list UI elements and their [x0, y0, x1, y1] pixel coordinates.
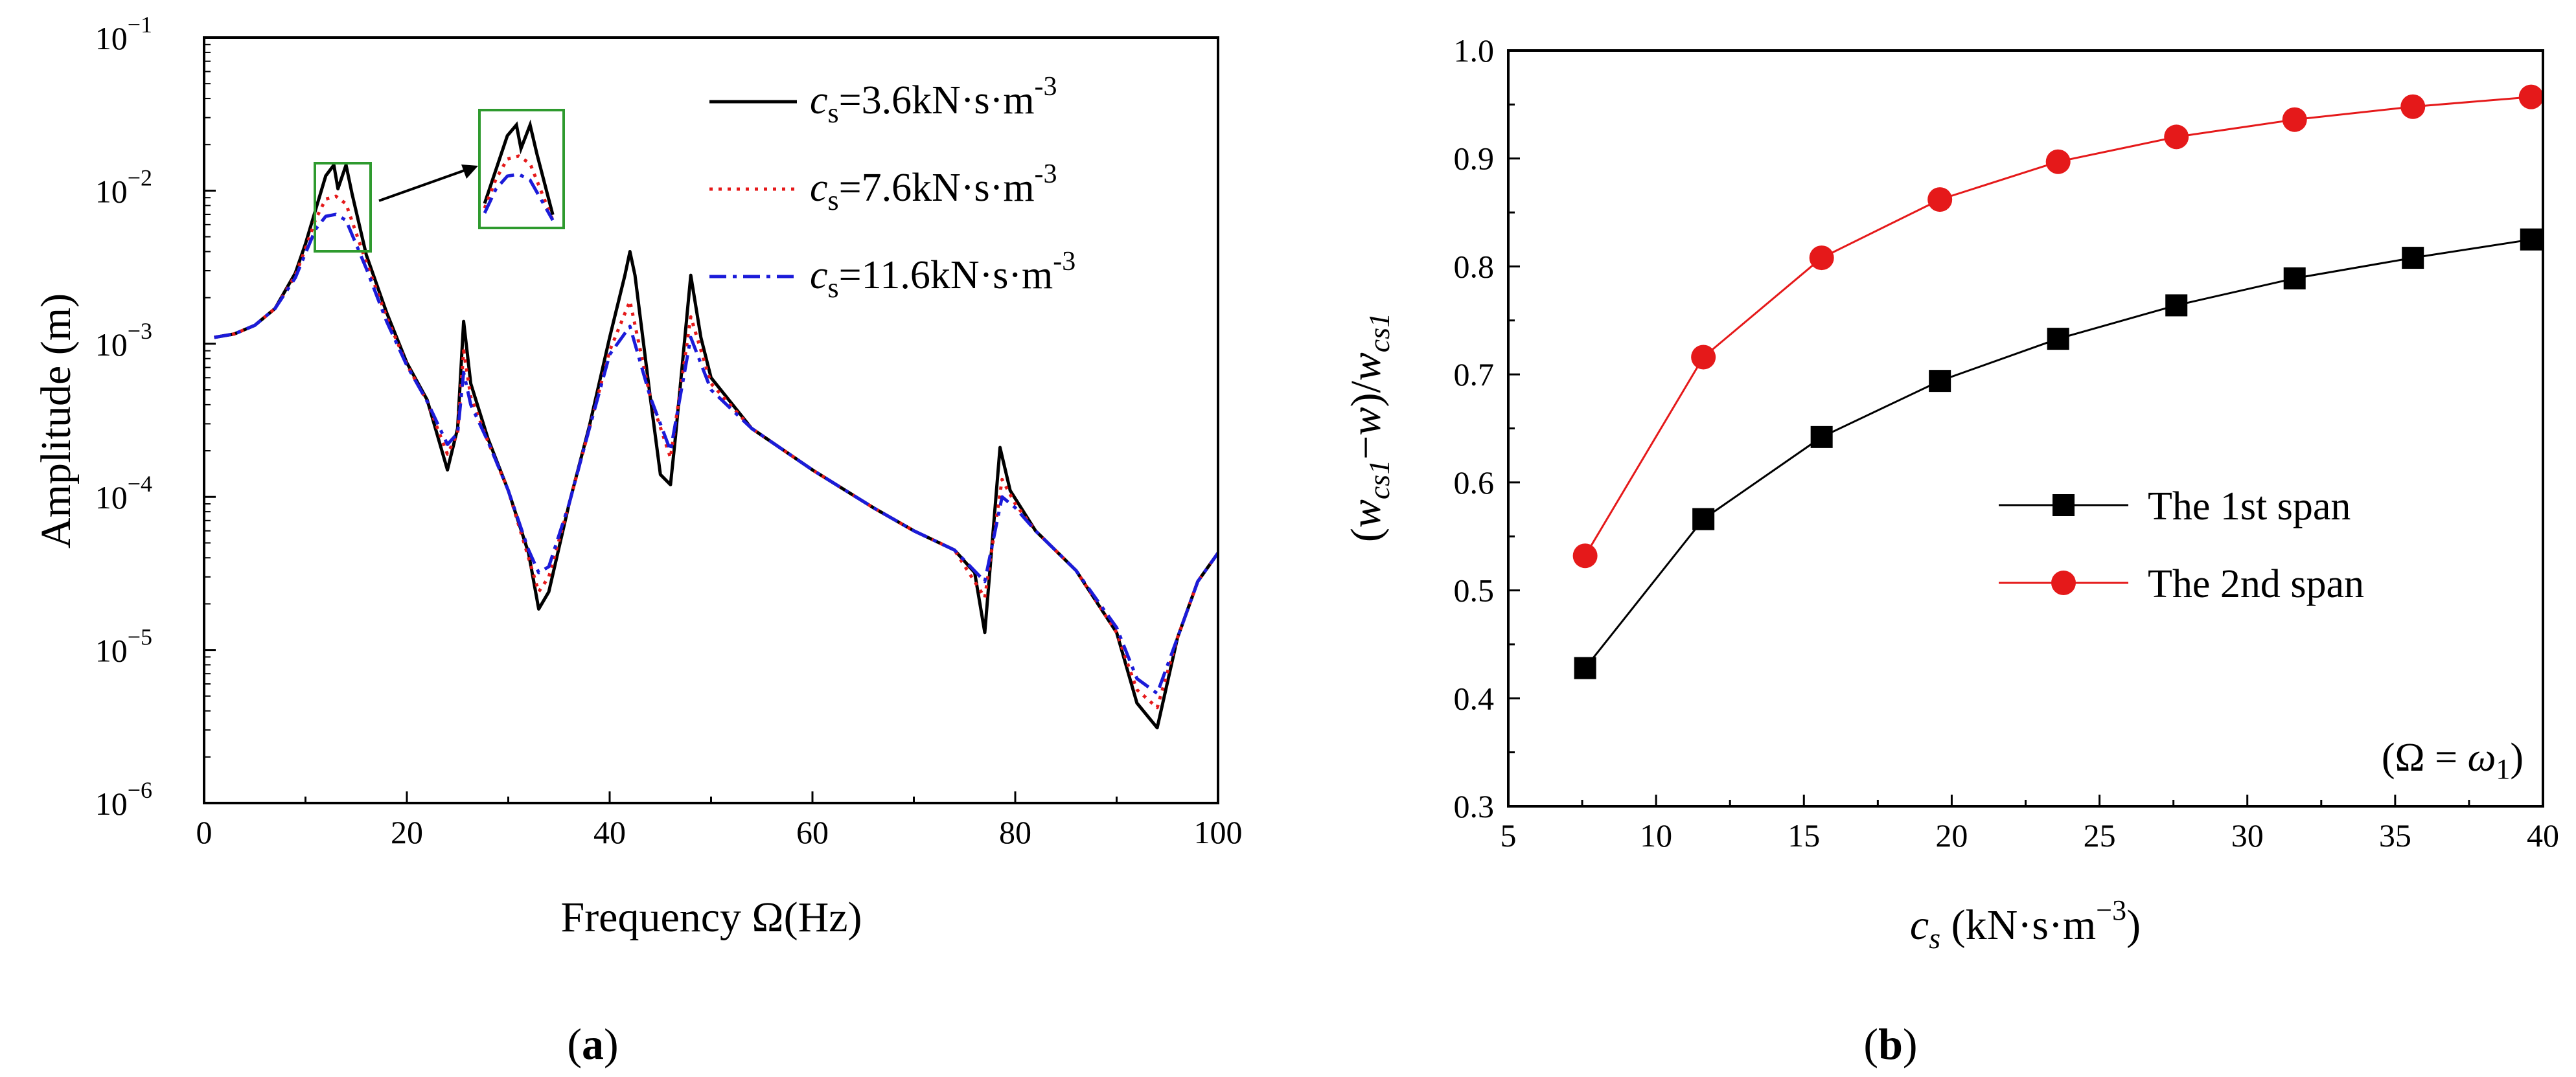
- panel-b-series-group: [1572, 84, 2544, 679]
- panel-a-inset-line-3: [483, 172, 555, 221]
- panel-b-y-tick-label: 0.9: [1454, 141, 1495, 177]
- panel-b-legend-marker-2: [2051, 571, 2076, 595]
- panel-b-data-point: [2283, 267, 2306, 289]
- panel-a-legend: cs=3.6kN·s·m-3 cs=7.6kN·s·m-3 cs=11.6kN·s·…: [709, 72, 1075, 304]
- panel-a-y-tick-label: 10−2: [95, 164, 152, 209]
- panel-a-x-tick-label: 40: [593, 814, 626, 850]
- panel-a-legend-label-1: cs=3.6kN·s·m-3: [810, 72, 1057, 129]
- panel-b-x-tick-label: 35: [2379, 817, 2411, 854]
- panel-b-series-line-1: [1584, 238, 2531, 669]
- panel-a-zoom-region-box: [314, 162, 372, 253]
- panel-b-plot-frame: [1507, 49, 2544, 808]
- panel-b-x-tick-label: 40: [2527, 817, 2559, 854]
- panel-b-chart: 5 10 15 20 25 30 35 400.30.40.50.60.70.80.91.0 …: [1342, 32, 2559, 955]
- panel-b-legend-label-1: The 1st span: [2148, 484, 2351, 528]
- panel-a-inset-line-1: [483, 119, 555, 216]
- panel-b-data-point: [2165, 294, 2188, 317]
- panel-b-data-point: [2402, 247, 2424, 269]
- panel-a-y-tick-label: 10−6: [95, 777, 152, 822]
- panel-b-y-axis-label: (wcs1−w)/wcs1: [1342, 313, 1396, 542]
- panel-b-y-tick-label: 0.5: [1454, 573, 1495, 609]
- panel-b-x-tick-label: 10: [1640, 817, 1672, 854]
- panel-b-data-point: [1691, 345, 1716, 370]
- panel-b-y-tick-label: 0.3: [1454, 788, 1495, 824]
- panel-a-x-axis-label: Frequency Ω(Hz): [560, 894, 862, 941]
- panel-b-data-point: [1809, 245, 1834, 271]
- panel-b-x-tick-label: 30: [2231, 817, 2264, 854]
- panel-b-data-point: [1572, 543, 1598, 569]
- panel-b-x-tick-label: 25: [2084, 817, 2116, 854]
- panel-a-y-axis-label: Amplitude (m): [32, 293, 80, 549]
- panel-a-y-tick-label: 10−1: [95, 12, 152, 56]
- panel-a-inset-curves: [483, 119, 555, 221]
- panel-b-legend-marker-1: [2053, 494, 2075, 516]
- panel-b-data-point: [2045, 149, 2071, 174]
- panel-b-x-tick-label: 15: [1788, 817, 1820, 854]
- panel-a-y-tick-label: 10−5: [95, 624, 152, 669]
- panel-a-x-tick-label: 0: [196, 814, 213, 850]
- panel-b-data-point: [1927, 187, 1953, 212]
- panel-b-data-point: [2518, 84, 2544, 109]
- panel-a-caption: (a): [567, 1019, 618, 1069]
- panel-b-data-point: [1929, 370, 1951, 392]
- panel-a-zoom-arrowhead: [461, 164, 478, 179]
- panel-b-data-point: [2520, 228, 2542, 251]
- panel-a-zoom-arrow: [378, 168, 467, 202]
- panel-b-data-point: [2282, 107, 2307, 132]
- panel-a-y-tick-label: 10−4: [95, 471, 152, 516]
- panel-b-data-point: [2164, 124, 2189, 150]
- panel-b-data-point: [2047, 328, 2069, 350]
- panel-a-chart: 0 20 40 60 80 100 10−6 10−5 10−4 10−3 10−2 10−1 Amp…: [32, 12, 1243, 941]
- panel-b-y-tick-label: 0.6: [1454, 464, 1495, 501]
- panel-b-x-axis-label: cs (kN·s·m−3): [1910, 894, 2141, 955]
- panel-b-legend: The 1st span The 2nd span: [1999, 484, 2364, 606]
- panel-b-y-tick-label: 1.0: [1454, 32, 1495, 69]
- panel-b-y-tick-label: 0.7: [1454, 356, 1495, 392]
- panel-a-x-tick-label: 20: [391, 814, 423, 850]
- panel-a-series-group: [214, 163, 1220, 730]
- panel-b-data-point: [1810, 425, 1833, 448]
- panel-a-plot-frame: [203, 36, 1219, 804]
- panel-b-data-point: [1692, 508, 1715, 530]
- panel-a-series-line-1: [214, 163, 1220, 730]
- panel-b-x-tick-label: 20: [1935, 817, 1968, 854]
- panel-b-y-tick-label: 0.8: [1454, 248, 1495, 284]
- panel-a-legend-label-2: cs=7.6kN·s·m-3: [810, 159, 1057, 216]
- panel-a-x-tick-label: 60: [796, 814, 829, 850]
- panel-a-x-tick-label: 100: [1194, 814, 1243, 850]
- panel-a-series-line-3: [214, 212, 1220, 696]
- panel-b-axis-ticks: 5 10 15 20 25 30 35 40 0.3 0.4 0.5 0.6 0.7 0.8 0.9 1.0: [1454, 32, 2560, 854]
- panel-a-y-tick-label: 10−3: [95, 318, 152, 363]
- panel-b-data-point: [2400, 94, 2426, 119]
- panel-b-y-tick-label: 0.4: [1454, 680, 1495, 716]
- panel-b-data-point: [1574, 657, 1596, 679]
- panel-a-legend-label-3: cs=11.6kN·s·m-3: [810, 247, 1075, 304]
- panel-a-axis-ticks: 0 20 40 60 80 100 10−6 10−5 10−4 10−3 10−2 10−1: [95, 12, 1243, 850]
- panel-b-x-tick-label: 5: [1501, 817, 1517, 854]
- panel-b-legend-label-2: The 2nd span: [2148, 562, 2364, 606]
- panel-b-caption: (b): [1863, 1019, 1917, 1069]
- panel-a-x-tick-label: 80: [999, 814, 1031, 850]
- panel-b-omega-annotation: (Ω = ω1): [2382, 736, 2524, 785]
